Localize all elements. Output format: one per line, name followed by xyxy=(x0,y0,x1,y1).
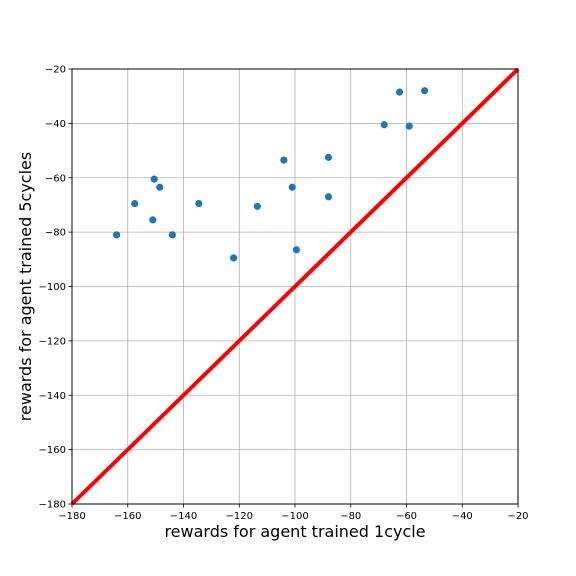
plot-frame xyxy=(71,68,519,505)
y-tick-label: −60 xyxy=(45,173,66,184)
x-tick-label: −140 xyxy=(170,511,197,522)
x-axis-label: rewards for agent trained 1cycle xyxy=(164,522,425,541)
data-point xyxy=(156,183,164,191)
x-tick-label: −100 xyxy=(281,511,308,522)
data-point xyxy=(288,183,296,191)
x-tick-label: −160 xyxy=(114,511,141,522)
data-point xyxy=(195,199,203,208)
y-tick-label: −100 xyxy=(39,282,66,293)
y-tick-label: −20 xyxy=(45,65,66,76)
data-point xyxy=(253,202,261,210)
data-point xyxy=(280,156,288,164)
y-tick-label: −120 xyxy=(39,336,66,347)
axis-ticks xyxy=(68,68,519,508)
data-points xyxy=(113,87,429,262)
data-point xyxy=(380,121,388,129)
x-tick-label: −180 xyxy=(58,511,85,522)
y-tick-label: −80 xyxy=(45,228,66,239)
data-point xyxy=(149,216,157,224)
data-point xyxy=(150,175,158,183)
tick-labels: −180 −160 −140 −120 −100 −80 −60 −40 −20 −180 −160… xyxy=(39,65,529,523)
data-point xyxy=(292,246,300,254)
data-point xyxy=(230,254,238,262)
x-tick-label: −60 xyxy=(396,511,417,522)
data-point xyxy=(113,231,121,239)
data-point xyxy=(395,88,404,96)
reference-line-group xyxy=(70,67,520,506)
x-tick-label: −20 xyxy=(507,511,528,522)
reference-line xyxy=(70,67,520,506)
data-point xyxy=(421,87,429,95)
y-tick-label: −160 xyxy=(39,445,66,456)
data-point xyxy=(131,199,139,208)
data-point xyxy=(168,231,176,239)
x-tick-label: −80 xyxy=(340,511,361,522)
x-tick-label: −40 xyxy=(452,511,473,522)
y-tick-label: −140 xyxy=(39,391,66,402)
data-point xyxy=(324,193,333,201)
data-point xyxy=(324,153,333,161)
y-axis-label: rewards for agent trained 5cycles xyxy=(16,152,35,421)
y-tick-label: −180 xyxy=(39,500,66,511)
data-point xyxy=(405,122,413,130)
y-tick-label: −40 xyxy=(45,119,66,130)
x-tick-label: −120 xyxy=(226,511,253,522)
